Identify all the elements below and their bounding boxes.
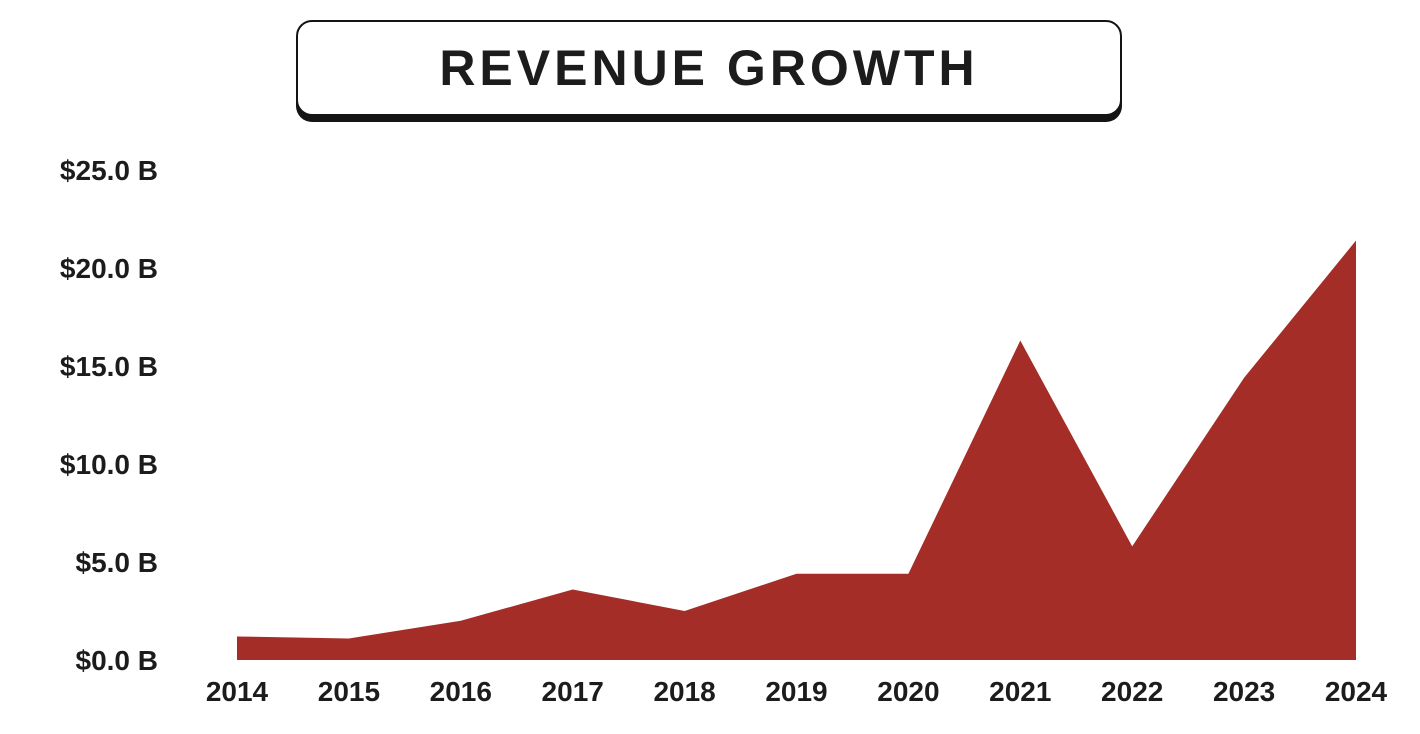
x-tick-label: 2022 (1101, 676, 1163, 707)
y-tick-label: $0.0 B (76, 645, 159, 676)
chart-title-container: REVENUE GROWTH (296, 20, 1126, 126)
x-tick-label: 2017 (542, 676, 604, 707)
chart-title: REVENUE GROWTH (439, 40, 979, 96)
y-tick-label: $10.0 B (60, 449, 158, 480)
x-tick-label: 2019 (765, 676, 827, 707)
x-axis: 2014 2015 2016 2017 2018 2019 2020 2021 2022 2023… (206, 676, 1388, 707)
y-tick-label: $20.0 B (60, 253, 158, 284)
y-tick-label: $25.0 B (60, 155, 158, 186)
chart-title-box: REVENUE GROWTH (296, 20, 1122, 116)
area-layer (237, 240, 1356, 660)
x-tick-label: 2018 (653, 676, 715, 707)
x-tick-label: 2021 (989, 676, 1051, 707)
x-tick-label: 2015 (318, 676, 380, 707)
y-tick-label: $15.0 B (60, 351, 158, 382)
x-tick-label: 2014 (206, 676, 269, 707)
x-tick-label: 2024 (1325, 676, 1388, 707)
area-series-0 (237, 240, 1356, 660)
y-tick-label: $5.0 B (76, 547, 159, 578)
x-tick-label: 2016 (430, 676, 492, 707)
x-tick-label: 2023 (1213, 676, 1275, 707)
y-axis: $0.0 B $5.0 B $10.0 B $15.0 B $20.0 B $25.0 B (60, 155, 158, 676)
x-tick-label: 2020 (877, 676, 939, 707)
